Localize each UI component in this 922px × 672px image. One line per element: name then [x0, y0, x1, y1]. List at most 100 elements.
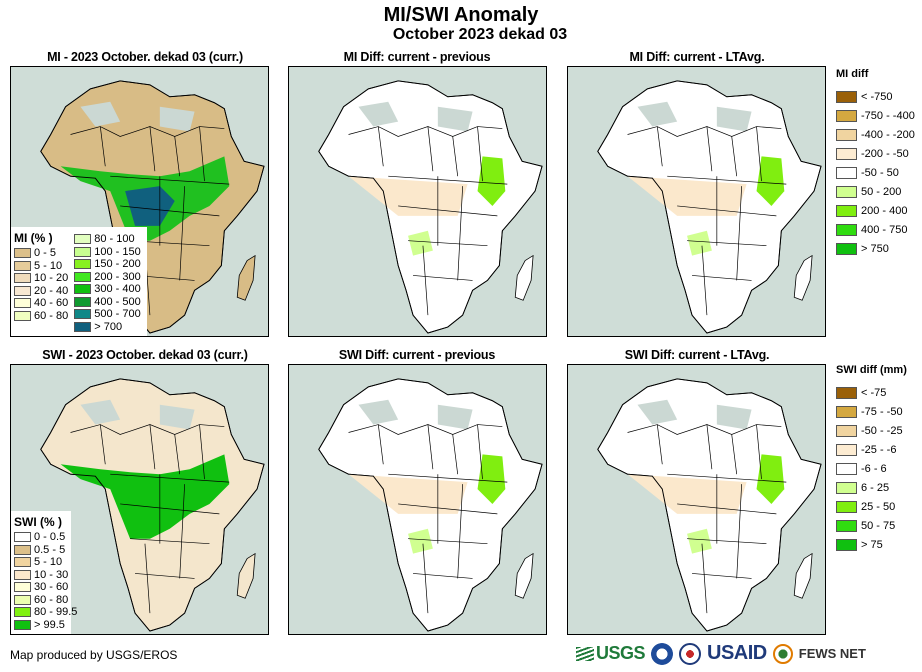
legend-label: 80 - 99.5 — [34, 606, 78, 619]
legend-swatch — [836, 109, 857, 122]
legend-item: 0 - 0.5 — [14, 531, 65, 544]
legend-swatch — [74, 234, 92, 245]
usgs-logo-text: USGS — [596, 643, 646, 663]
legend-swatch — [74, 271, 92, 282]
fews-globe-icon — [772, 643, 793, 664]
madagascar-landmass — [514, 254, 534, 301]
coastline — [318, 80, 543, 334]
africa-map — [318, 80, 543, 334]
country-border — [701, 176, 742, 316]
legend-item: 6 - 25 — [836, 478, 907, 497]
legend-label: 500 - 700 — [94, 308, 141, 321]
map-panel-swi-diff-previous — [288, 364, 547, 635]
legend-label: 10 - 20 — [34, 272, 69, 285]
country-border — [667, 175, 787, 281]
usaid-logo: USAID — [707, 642, 767, 664]
legend-label: 80 - 100 — [94, 233, 135, 246]
map-panel-mi-diff-previous — [288, 66, 547, 337]
no-data-region — [80, 399, 121, 425]
legend-label: > 99.5 — [34, 618, 65, 631]
legend-label: -50 - 50 — [861, 166, 899, 179]
legend-title: SWI (% ) — [14, 515, 62, 529]
no-data-region — [159, 404, 195, 430]
coastline — [597, 378, 822, 632]
legend-swatch — [14, 569, 31, 580]
coastline — [40, 378, 265, 632]
legend-item: -200 - -50 — [836, 144, 915, 163]
legend-label: -25 - -6 — [861, 443, 897, 456]
country-border — [99, 126, 205, 182]
legend-swatch — [14, 273, 31, 284]
legend-swatch — [14, 582, 31, 593]
no-data-region — [159, 106, 195, 132]
country-border — [667, 473, 787, 579]
no-data-region — [637, 101, 678, 127]
legend-swatch — [836, 166, 857, 179]
legend-swatch — [836, 462, 857, 475]
legend-item: 100 - 150 — [74, 245, 141, 259]
legend-item: 40 - 60 — [14, 297, 68, 310]
wet-anomaly-region — [756, 156, 785, 206]
usgs-wave-icon — [576, 646, 594, 661]
legend-swatch — [14, 532, 31, 543]
legend-item: 30 - 60 — [14, 581, 68, 594]
madagascar-landmass — [236, 254, 256, 301]
legend-label: 0 - 5 — [34, 247, 57, 260]
no-data-region — [437, 404, 473, 430]
legend-item: 200 - 300 — [74, 271, 141, 284]
no-data-region — [716, 106, 752, 132]
legend-label: 100 - 150 — [94, 245, 141, 258]
legend-item: 500 - 700 — [74, 308, 141, 321]
legend-swatch — [836, 185, 857, 198]
legend-item: 0 - 5 — [14, 247, 68, 260]
legend-swatch — [14, 619, 31, 630]
legend-swatch — [836, 90, 857, 103]
legend-swatch — [74, 296, 92, 307]
madagascar-landmass — [793, 254, 813, 301]
legend-label: 300 - 400 — [94, 283, 141, 296]
country-border — [348, 424, 503, 435]
legend-swatch — [836, 223, 857, 236]
legend-item: 60 - 80 — [14, 593, 69, 607]
map-panel-mi-diff-ltavg — [567, 66, 826, 337]
legend-item: -50 - -25 — [836, 421, 907, 440]
country-border — [70, 424, 225, 435]
country-border — [388, 473, 508, 579]
legend-item: -25 - -6 — [836, 440, 907, 459]
legend-item: > 99.5 — [14, 619, 65, 632]
legend-label: 60 - 80 — [34, 593, 69, 606]
legend-swatch — [836, 405, 857, 418]
usgs-logo: USGS — [576, 643, 646, 664]
legend-swatch — [836, 128, 857, 141]
country-border — [656, 126, 762, 182]
legend-label: > 75 — [861, 538, 883, 551]
legend-title: MI diff — [836, 68, 869, 80]
legend-swatch — [836, 424, 857, 437]
legend-item: < -75 — [836, 383, 907, 402]
coastline — [597, 80, 822, 334]
wet-anomaly-region — [756, 454, 785, 504]
legend-item: 10 - 30 — [14, 569, 68, 582]
madagascar-landmass — [236, 552, 256, 599]
country-border — [377, 424, 483, 480]
legend-label: < -750 — [861, 90, 893, 103]
legend-swatch — [74, 246, 92, 257]
madagascar-landmass — [793, 552, 813, 599]
legend-label: 40 - 60 — [34, 297, 69, 310]
country-border — [422, 176, 463, 316]
legend-item: -750 - -400 — [836, 106, 915, 125]
legend-swatch — [836, 204, 857, 217]
legend-label: 50 - 200 — [861, 185, 902, 198]
wet-anomaly-region — [477, 454, 506, 504]
legend-swatch — [836, 242, 857, 255]
usaid-seal-icon — [679, 642, 702, 665]
legend-item: 400 - 750 — [836, 220, 915, 239]
legend-label: 400 - 500 — [94, 295, 141, 308]
africa-map — [318, 378, 543, 632]
legend-item: 20 - 40 — [14, 285, 68, 298]
legend-label: 0.5 - 5 — [34, 543, 66, 556]
legend-swatch — [74, 259, 92, 270]
africa-map — [40, 80, 265, 334]
legend-item: 50 - 200 — [836, 182, 915, 201]
panel-title-swi-diff-previous: SWI Diff: current - previous — [338, 348, 496, 362]
